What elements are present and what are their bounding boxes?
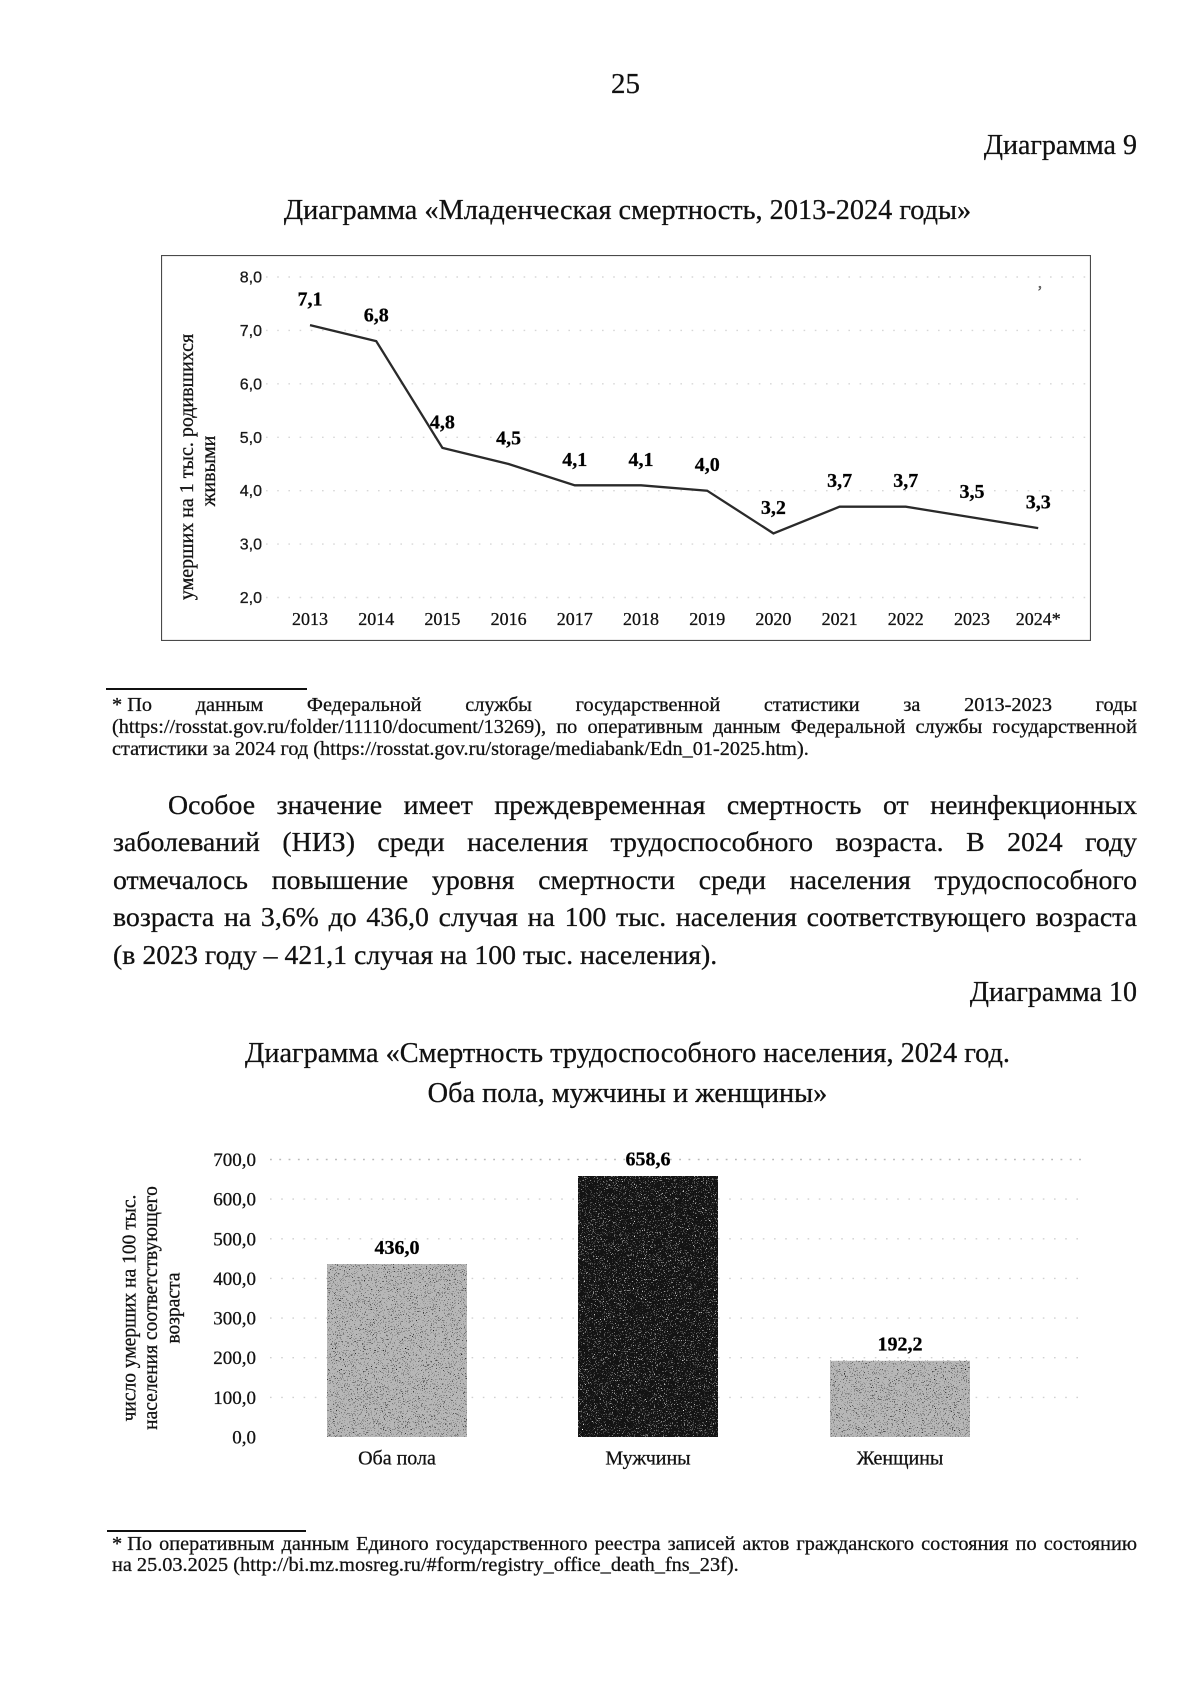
svg-text:2019: 2019: [689, 609, 725, 629]
svg-text:2013: 2013: [292, 609, 328, 629]
svg-text:3,5: 3,5: [960, 481, 985, 503]
svg-text:2021: 2021: [822, 609, 858, 629]
svg-text:4,0: 4,0: [695, 454, 720, 476]
svg-text:населения соответствующего: населения соответствующего: [141, 1186, 162, 1430]
svg-text:2014: 2014: [358, 609, 394, 629]
svg-text:число умерших на 100 тыс.: число умерших на 100 тыс.: [120, 1195, 141, 1422]
svg-text:658,6: 658,6: [626, 1149, 671, 1171]
svg-text:6,0: 6,0: [240, 376, 262, 393]
svg-text:2024*: 2024*: [1016, 609, 1061, 629]
svg-text:3,2: 3,2: [761, 497, 786, 519]
svg-text:8,0: 8,0: [240, 270, 262, 287]
svg-text:2020: 2020: [755, 609, 791, 629]
svg-text:Оба пола: Оба пола: [358, 1448, 436, 1470]
svg-text:’: ’: [1037, 282, 1043, 301]
svg-text:2023: 2023: [954, 609, 990, 629]
svg-text:3,7: 3,7: [893, 470, 918, 492]
svg-text:200,0: 200,0: [213, 1348, 256, 1369]
svg-text:Мужчины: Мужчины: [605, 1448, 690, 1470]
svg-text:300,0: 300,0: [213, 1309, 256, 1330]
svg-text:4,8: 4,8: [430, 411, 455, 433]
svg-text:Женщины: Женщины: [857, 1448, 944, 1470]
svg-text:4,5: 4,5: [496, 428, 521, 450]
svg-text:2015: 2015: [424, 609, 460, 629]
svg-text:192,2: 192,2: [878, 1334, 923, 1356]
svg-text:7,1: 7,1: [298, 289, 323, 311]
svg-text:2018: 2018: [623, 609, 659, 629]
svg-text:возраста: возраста: [164, 1272, 185, 1343]
svg-text:100,0: 100,0: [213, 1388, 256, 1409]
svg-text:6,8: 6,8: [364, 305, 389, 327]
svg-text:4,1: 4,1: [562, 449, 587, 471]
svg-text:3,7: 3,7: [827, 470, 852, 492]
svg-text:2017: 2017: [557, 609, 593, 629]
svg-text:400,0: 400,0: [213, 1269, 256, 1290]
svg-text:0,0: 0,0: [232, 1428, 256, 1449]
svg-text:600,0: 600,0: [213, 1190, 256, 1211]
svg-text:умерших на 1 тыс. родившихся: умерших на 1 тыс. родившихся: [176, 334, 198, 600]
svg-text:700,0: 700,0: [213, 1150, 256, 1171]
svg-text:2022: 2022: [888, 609, 924, 629]
svg-text:живыми: живыми: [198, 435, 220, 507]
svg-text:2016: 2016: [491, 609, 527, 629]
svg-text:5,0: 5,0: [240, 430, 262, 447]
svg-text:500,0: 500,0: [213, 1229, 256, 1250]
svg-text:7,0: 7,0: [240, 323, 262, 340]
svg-text:4,1: 4,1: [629, 449, 654, 471]
svg-text:3,3: 3,3: [1026, 492, 1051, 514]
svg-text:3,0: 3,0: [240, 537, 262, 554]
svg-text:2,0: 2,0: [240, 590, 262, 607]
svg-text:4,0: 4,0: [240, 483, 262, 500]
svg-text:436,0: 436,0: [375, 1237, 420, 1259]
